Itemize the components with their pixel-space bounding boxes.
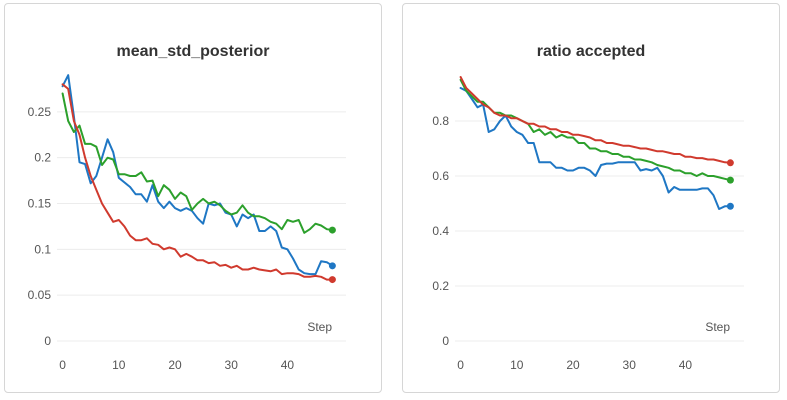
x-tick-label: 0 xyxy=(59,358,66,372)
chart-svg: mean_std_posterior 0 0.05 0.1 0.15 0.2 0.25 0 10… xyxy=(28,43,346,372)
y-tick-label: 0 xyxy=(442,334,449,348)
series-line-2 xyxy=(459,76,732,164)
chart-panel-ratio-accepted: ratio accepted 0 0.2 0.4 0.6 0.8 0 10 20 30 40 Step xyxy=(402,3,780,393)
y-tick-label: 0.15 xyxy=(28,197,52,211)
chart-title: mean_std_posterior xyxy=(117,43,270,60)
x-tick-label: 20 xyxy=(168,358,182,372)
x-tick-label: 30 xyxy=(623,358,637,372)
series-line-1 xyxy=(61,92,334,234)
series-line-2 xyxy=(61,83,334,281)
x-tick-label: 20 xyxy=(566,358,580,372)
x-tick-label: 10 xyxy=(112,358,126,372)
x-axis-label: Step xyxy=(307,320,332,334)
chart-svg: ratio accepted 0 0.2 0.4 0.6 0.8 0 10 20 30 40 Step xyxy=(432,43,744,372)
series-end-point-2 xyxy=(726,159,734,167)
series-line-1 xyxy=(459,78,732,182)
y-tick-label: 0.8 xyxy=(432,114,449,128)
chart-title: ratio accepted xyxy=(537,43,645,60)
series-end-point-1 xyxy=(726,176,734,184)
x-tick-label: 10 xyxy=(510,358,524,372)
series-end-point-2 xyxy=(328,276,336,284)
series-line-0 xyxy=(61,74,334,276)
series-end-point-1 xyxy=(328,226,336,234)
y-tick-label: 0.25 xyxy=(28,105,52,119)
x-axis-label: Step xyxy=(705,320,730,334)
x-tick-label: 40 xyxy=(679,358,693,372)
y-tick-label: 0.6 xyxy=(432,169,449,183)
x-tick-label: 30 xyxy=(225,358,239,372)
x-tick-label: 40 xyxy=(281,358,295,372)
y-tick-label: 0 xyxy=(44,334,51,348)
y-tick-label: 0.4 xyxy=(432,224,449,238)
y-tick-label: 0.2 xyxy=(432,279,449,293)
y-tick-label: 0.2 xyxy=(34,151,51,165)
series-end-point-0 xyxy=(726,202,734,210)
series-end-point-0 xyxy=(328,262,336,270)
y-tick-label: 0.05 xyxy=(28,288,52,302)
chart-panel-mean-std-posterior: mean_std_posterior 0 0.05 0.1 0.15 0.2 0.25 0 10… xyxy=(4,3,382,393)
y-tick-label: 0.1 xyxy=(34,242,51,256)
x-tick-label: 0 xyxy=(457,358,464,372)
